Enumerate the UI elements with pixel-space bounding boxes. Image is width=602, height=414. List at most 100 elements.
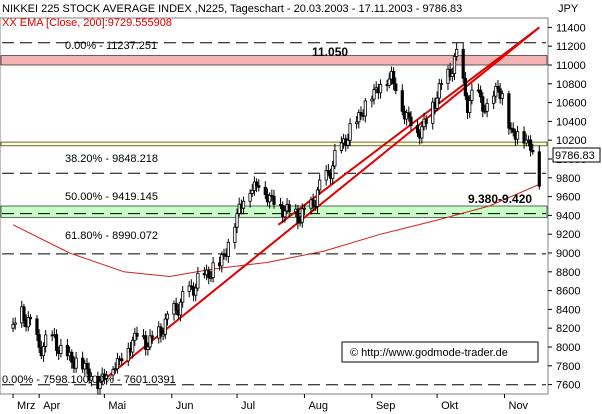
candle-body <box>494 85 498 97</box>
zone-band-2 <box>0 141 548 147</box>
candle-body <box>28 316 33 320</box>
candle-body <box>468 100 472 113</box>
candle-body <box>237 203 241 214</box>
x-tick-label: Apr <box>43 400 60 412</box>
trendline-upper <box>277 26 540 226</box>
candle-body <box>300 208 304 223</box>
candle-body <box>22 306 26 321</box>
candle-body <box>287 204 291 212</box>
candle-body <box>318 179 322 191</box>
candle-body <box>44 334 48 347</box>
candle-body <box>298 221 302 224</box>
candle-body <box>233 226 237 243</box>
candle-body <box>424 118 428 124</box>
zone-band-0 <box>0 55 548 66</box>
candle-body <box>529 139 533 151</box>
candle-body <box>54 334 59 351</box>
candle-body <box>250 189 254 194</box>
candle-body <box>135 332 139 337</box>
x-tick-label: Nov <box>509 400 529 412</box>
candle-body <box>104 374 109 379</box>
x-axis: Mrz Apr Mai Jun Jul Aug Sep Okt Nov <box>12 394 529 412</box>
candle-body <box>257 185 261 188</box>
candle-body <box>455 48 459 57</box>
indicator-label: XX EMA [Close, 200]:9729.555908 <box>2 17 172 29</box>
candle-body <box>537 151 541 187</box>
y-tick-label: 10600 <box>556 98 587 110</box>
fib-label-38: 38.20% - 9848.218 <box>65 153 158 165</box>
candle-body <box>331 165 335 179</box>
candle-body <box>235 213 239 228</box>
candle-body <box>431 101 435 124</box>
candle-body <box>400 90 404 112</box>
x-tick-label: Jul <box>241 400 255 412</box>
y-tick-label: 9400 <box>556 210 580 222</box>
candle-body <box>346 139 350 146</box>
candle-body <box>515 131 520 140</box>
candle-body <box>209 277 213 279</box>
x-tick-label: Mrz <box>17 400 35 412</box>
candle-body <box>311 199 315 207</box>
fib-levels <box>2 42 546 386</box>
candle-body <box>113 368 117 371</box>
candle-body <box>89 375 93 381</box>
candle-body <box>181 291 185 303</box>
candle-body <box>387 78 391 86</box>
candle-body <box>511 128 515 133</box>
ema-200-line <box>12 183 540 278</box>
candle-body <box>13 322 17 325</box>
candle-body <box>302 207 307 210</box>
candle-body <box>37 334 41 348</box>
zones-layer <box>0 55 548 218</box>
watermark-box <box>341 341 539 363</box>
candle-body <box>492 95 496 104</box>
candle-body <box>161 333 165 337</box>
candle-body <box>41 346 46 357</box>
candle-body <box>283 210 287 218</box>
candle-body <box>500 93 504 99</box>
candle-body <box>252 181 257 191</box>
candle-body <box>133 332 137 341</box>
x-tick-label: Sep <box>376 400 396 412</box>
candle-body <box>85 362 89 370</box>
x-tick-label: Aug <box>308 400 328 412</box>
y-tick-label: 10400 <box>556 116 587 128</box>
candle-body <box>148 335 152 348</box>
y-tick-label: 8600 <box>556 286 580 298</box>
y-tick-label: 11400 <box>556 22 586 34</box>
y-axis: 1140011200110001080010600104001020010000… <box>548 22 587 392</box>
candle-body <box>439 83 444 85</box>
price-candles <box>11 43 541 395</box>
fib-label-50: 50.00% - 9419.145 <box>65 191 158 203</box>
candle-body <box>196 273 200 289</box>
candle-body <box>339 142 344 151</box>
candle-body <box>363 100 367 117</box>
candle-body <box>120 358 124 362</box>
last-price-label: 9786.83 <box>555 150 595 162</box>
candle-body <box>326 170 330 174</box>
candle-body <box>415 125 420 134</box>
candle-body <box>463 77 467 97</box>
candle-body <box>272 195 276 205</box>
candle-body <box>268 195 272 203</box>
candle-body <box>448 68 452 77</box>
candle-body <box>437 83 441 99</box>
candle-body <box>420 126 424 139</box>
watermark: © http://www.godmode-trader.de <box>350 347 508 359</box>
candle-body <box>111 369 115 376</box>
candle-body <box>450 73 454 77</box>
candle-body <box>165 313 170 320</box>
candle-body <box>178 301 183 316</box>
candle-body <box>409 116 413 127</box>
candle-body <box>372 89 376 100</box>
candle-body <box>87 368 91 381</box>
candle-body <box>348 123 352 141</box>
candle-body <box>70 351 74 363</box>
candle-body <box>207 269 211 279</box>
fib-label-0: 0.00% - 11237.251 <box>65 40 157 52</box>
y-tick-label: 7600 <box>556 380 580 392</box>
candle-body <box>98 380 102 390</box>
candle-body <box>478 89 483 98</box>
candle-body <box>435 97 439 109</box>
